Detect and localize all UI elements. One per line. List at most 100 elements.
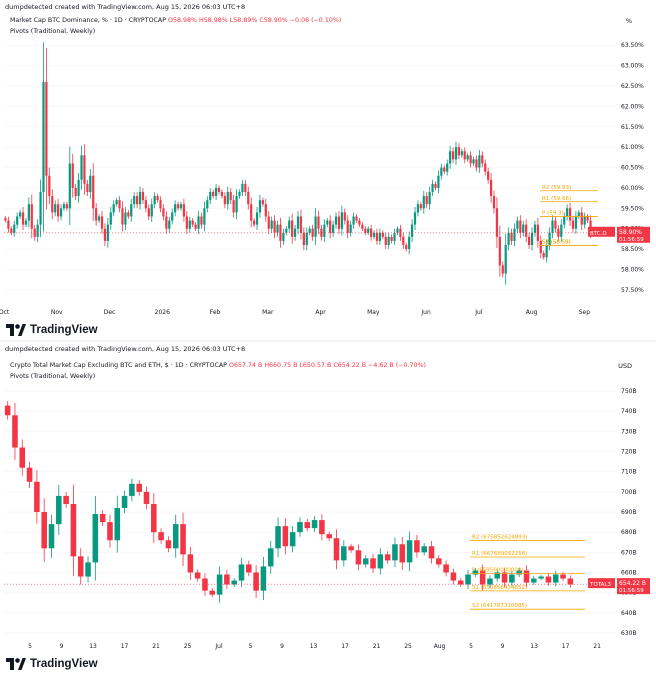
candle-body <box>297 522 303 533</box>
tradingview-logo: TradingView <box>6 658 98 670</box>
pivot-label: S1 (58.59) <box>542 239 571 245</box>
candle-body <box>377 554 384 569</box>
tradingview-logo-text: TradingView <box>30 658 98 670</box>
ticker-tag <box>588 578 615 589</box>
candle-body <box>531 578 537 583</box>
candle-body <box>165 216 168 229</box>
candle-body <box>112 204 115 213</box>
chart-panel-btc-dominance: dumpdetected created with TradingView.co… <box>0 3 656 336</box>
x-tick-label: 5 <box>469 643 473 650</box>
x-tick-label: 5 <box>28 643 32 650</box>
candle-body <box>39 192 42 225</box>
candle-body <box>542 253 545 258</box>
y-tick-label: 750B <box>621 388 637 395</box>
candle-body <box>172 524 179 549</box>
x-tick-label: 13 <box>530 643 538 650</box>
candle-body <box>539 240 542 254</box>
x-tick-label: 9 <box>60 643 64 650</box>
candle-body <box>449 151 452 164</box>
candle-body <box>27 204 30 221</box>
candle-body <box>454 147 458 160</box>
candle-body <box>552 574 559 583</box>
x-tick-label: Aug <box>434 643 446 650</box>
candle-body <box>229 192 232 201</box>
candle-body <box>317 216 320 229</box>
symbol-title: Crypto Total Market Cap Excluding BTC an… <box>10 362 227 369</box>
candle-body <box>176 204 180 209</box>
y-tick-label: 730B <box>621 428 637 435</box>
candle-body <box>86 183 89 192</box>
x-tick-label: 17 <box>562 643 570 650</box>
candle-body <box>375 232 379 241</box>
candle-body <box>143 491 150 504</box>
candle-body <box>319 520 325 535</box>
candle-body <box>100 216 104 229</box>
candle-body <box>147 208 150 217</box>
candle-body <box>457 580 464 585</box>
candle-body <box>554 220 557 229</box>
y-tick-label: 630B <box>621 630 637 637</box>
candle-body <box>370 558 376 569</box>
candle-body <box>150 204 153 217</box>
candle-body <box>144 200 147 209</box>
candle-body <box>34 481 40 513</box>
candle-body <box>92 175 95 209</box>
candle-body <box>469 155 472 164</box>
candle-body <box>187 554 194 573</box>
candle-body <box>253 572 259 591</box>
candle-body <box>437 175 440 188</box>
candle-body <box>216 574 223 595</box>
candle-body <box>80 155 83 180</box>
candle-body <box>466 155 469 160</box>
ticker-tag <box>588 226 615 237</box>
pivot-label: S2 (58.59) <box>542 239 571 245</box>
candle-body <box>282 526 289 547</box>
candle-body <box>118 200 121 209</box>
ohlc-open: O657.74 B <box>228 362 263 369</box>
candle-body <box>362 558 369 565</box>
candle-body <box>304 522 311 529</box>
chart-canvas-btc-dominance[interactable]: 57.50%58.00%58.50%59.00%59.50%60.00%60.5… <box>0 13 656 318</box>
candle-body <box>489 179 493 197</box>
candle-body <box>235 196 238 213</box>
candle-body <box>203 208 206 225</box>
candle-body <box>450 572 457 581</box>
ohlc-change: −4.62 B (−0.70%) <box>368 362 426 369</box>
ohlc-low: L650.57 B <box>299 362 332 369</box>
panel-separator <box>0 340 656 342</box>
x-tick-label: 21 <box>152 643 160 650</box>
chart-panel-total3: dumpdetected created with TradingView.co… <box>0 342 656 680</box>
candle-body <box>103 228 107 241</box>
candle-body <box>580 212 583 225</box>
chart-canvas-total3[interactable]: 630B640B650B660B670B680B690B700B710B720B… <box>0 357 656 657</box>
pivot-label: R2 (59.93) <box>542 185 571 191</box>
candle-body <box>217 187 221 192</box>
candle-body <box>16 216 19 225</box>
symbol-legend: Crypto Total Market Cap Excluding BTC an… <box>10 362 426 369</box>
candle-body <box>568 208 572 221</box>
candle-body <box>349 224 352 233</box>
candle-body <box>288 220 291 229</box>
x-tick-label: Nov <box>51 309 63 316</box>
x-tick-label: 21 <box>373 643 381 650</box>
candle-body <box>83 155 86 184</box>
candle-body <box>533 224 537 233</box>
y-tick-label: 60.00% <box>621 185 644 192</box>
candle-body <box>333 538 340 561</box>
candle-body <box>247 192 250 205</box>
candle-body <box>159 200 162 209</box>
candle-body <box>65 204 69 209</box>
candle-body <box>566 208 569 217</box>
y-tick-label: 63.00% <box>621 63 644 70</box>
candle-body <box>563 216 566 225</box>
candle-body <box>545 245 548 258</box>
candle-body <box>291 220 294 237</box>
x-tick-label: Jul <box>474 309 483 316</box>
candle-body <box>422 196 425 209</box>
candle-body <box>352 216 355 225</box>
ohlc-open: O58.98% <box>168 17 198 24</box>
price-tag-value: 654.22 B <box>619 580 646 587</box>
candle-body <box>41 512 47 549</box>
candle-body <box>89 175 92 192</box>
pivot-label: P (59.3) <box>542 210 564 216</box>
